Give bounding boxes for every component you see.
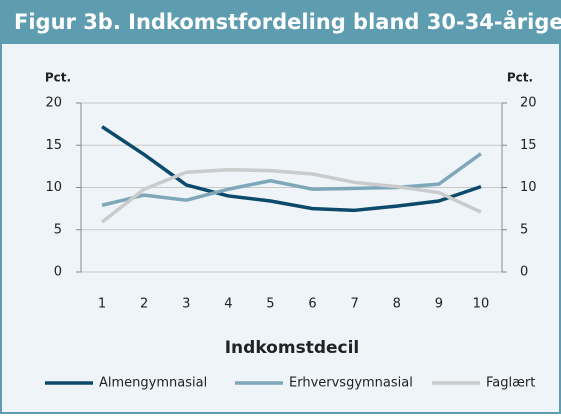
legend-label: Almengymnasial [99,376,207,391]
x-tick-label: 6 [308,297,316,312]
y-tick-label: 15 [45,138,62,153]
title-bar [0,0,561,44]
x-tick-label: 9 [435,297,443,312]
chart-title: Figur 3b. Indkomstfordeling bland 30-34-… [14,9,561,34]
legend-label: Erhvervsgymnasial [289,376,413,391]
y-tick-label: 10 [45,180,62,195]
y-tick-label: 20 [45,96,62,111]
y-axis-label: Pct. [45,71,71,85]
x-tick-label: 3 [182,297,190,312]
y2-tick-label: 10 [520,180,537,195]
line-series [101,125,482,213]
y2-tick-label: 0 [520,265,528,280]
x-tick-label: 5 [266,297,274,312]
y2-axis-label: Pct. [507,71,533,85]
x-tick-label: 10 [473,297,490,312]
x-tick-label: 7 [351,297,359,312]
y2-tick-label: 20 [520,96,537,111]
legend-label: Faglært [486,376,535,391]
line-series [101,152,482,207]
x-tick-label: 4 [224,297,232,312]
y-tick-label: 0 [54,265,62,280]
y2-tick-label: 15 [520,138,537,153]
x-tick-label: 8 [393,297,401,312]
x-axis-label: Indkomstdecil [225,338,360,358]
y-tick-label: 5 [54,222,62,237]
x-tick-label: 2 [140,297,148,312]
y2-tick-label: 5 [520,222,528,237]
x-tick-label: 1 [98,297,106,312]
line-series [100,168,482,224]
